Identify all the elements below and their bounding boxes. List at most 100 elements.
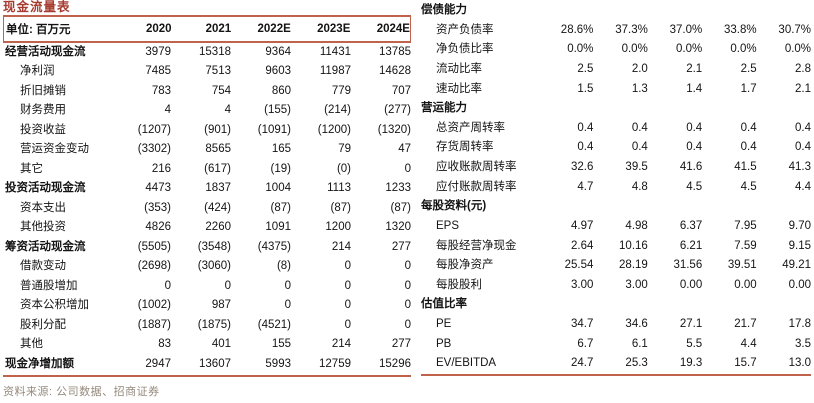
cell-value: 28.6% bbox=[560, 23, 594, 36]
cell-value: (3060) bbox=[197, 260, 231, 273]
table-row: 估值比率 bbox=[421, 295, 811, 315]
cell-value: 4.4 bbox=[740, 337, 757, 350]
cell-value: 15.7 bbox=[734, 357, 757, 370]
cell-value: 2260 bbox=[205, 221, 231, 234]
table-row: 现金净增加额 2947 13607 5993 12759 15296 bbox=[3, 355, 411, 374]
cell-value: 754 bbox=[211, 84, 231, 97]
cell-value: 0 bbox=[284, 299, 291, 312]
cell-value: 214 bbox=[331, 338, 351, 351]
cell-value: (424) bbox=[204, 201, 231, 214]
table-row: 净负债比率 0.0% 0.0% 0.0% 0.0% 0.0% bbox=[421, 40, 811, 60]
cell-value: 0.4 bbox=[686, 121, 703, 134]
cell-value: 4.98 bbox=[625, 219, 648, 232]
cell-value: 216 bbox=[151, 162, 171, 175]
cell-value: 779 bbox=[331, 84, 351, 97]
cell-value: 1004 bbox=[265, 182, 291, 195]
table-row: EPS 4.97 4.98 6.37 7.95 9.70 bbox=[421, 217, 811, 237]
table-row: 财务费用 4 4 (155) (214) (277) bbox=[3, 101, 411, 120]
table-row: 应付账款周转率 4.7 4.8 4.5 4.5 4.4 bbox=[421, 178, 811, 198]
row-label: 投资活动现金流 bbox=[5, 182, 86, 195]
year-column-header: 2023E bbox=[317, 23, 351, 35]
row-label: 流动比率 bbox=[436, 62, 482, 75]
cell-value bbox=[757, 99, 811, 119]
row-label: 每股股利 bbox=[436, 278, 482, 291]
table-row: 流动比率 2.5 2.0 2.1 2.5 2.8 bbox=[421, 60, 811, 80]
cell-value: 7.95 bbox=[734, 219, 757, 232]
year-column-header: 2022E bbox=[257, 23, 291, 35]
cell-value: 2.0 bbox=[631, 62, 648, 75]
table-row: 资本公积增加 (1002) 987 0 0 0 bbox=[3, 296, 411, 315]
row-label: 速动比率 bbox=[436, 82, 482, 95]
row-label: 资本支出 bbox=[20, 201, 66, 214]
cell-value: 1.5 bbox=[577, 82, 594, 95]
cell-value: 0.4 bbox=[577, 141, 594, 154]
cell-value: 34.6 bbox=[625, 318, 648, 330]
cell-value: (1091) bbox=[257, 123, 291, 136]
cell-value: 155 bbox=[271, 338, 291, 351]
cell-value bbox=[593, 197, 647, 217]
cell-value: 9.70 bbox=[788, 219, 812, 232]
cell-value: 37.3% bbox=[615, 23, 648, 36]
cell-value: 10.16 bbox=[619, 239, 648, 252]
cell-value: 987 bbox=[211, 299, 231, 312]
cell-value: 34.7 bbox=[571, 318, 594, 330]
cell-value: 4826 bbox=[145, 221, 171, 234]
cell-value: 28.19 bbox=[619, 259, 648, 272]
cell-value: 24.7 bbox=[571, 357, 594, 370]
row-label: 净利润 bbox=[20, 65, 55, 78]
cell-value: 9364 bbox=[265, 46, 291, 58]
cell-value: (4521) bbox=[257, 318, 291, 331]
cell-value: 707 bbox=[391, 84, 411, 97]
cell-value bbox=[593, 1, 647, 21]
cell-value: 15318 bbox=[199, 46, 231, 58]
cell-value: (214) bbox=[324, 104, 351, 117]
table-row: 营运资金变动 (3302) 8565 165 79 47 bbox=[3, 140, 411, 159]
cell-value: 0 bbox=[404, 279, 411, 292]
cell-value: 3.00 bbox=[625, 278, 648, 291]
row-label: 其他 bbox=[20, 338, 43, 351]
cell-value: 6.7 bbox=[577, 337, 594, 350]
cell-value: 0 bbox=[344, 260, 351, 273]
cell-value bbox=[539, 295, 593, 315]
table-row: 每股股利 3.00 3.00 0.00 0.00 0.00 bbox=[421, 276, 811, 296]
cell-value: 4 bbox=[224, 104, 231, 117]
cell-value: 277 bbox=[391, 338, 411, 351]
table-row: 筹资活动现金流 (5505) (3548) (4375) 214 277 bbox=[3, 238, 411, 257]
cell-value: 2.5 bbox=[740, 62, 757, 75]
cell-value: 0 bbox=[344, 299, 351, 312]
row-label: 资本公积增加 bbox=[20, 299, 89, 312]
cell-value: 0.0% bbox=[567, 43, 594, 56]
ratios-bottom-rule bbox=[421, 373, 811, 376]
row-label: EPS bbox=[436, 219, 460, 232]
cell-value: 0.00 bbox=[734, 278, 757, 291]
cell-value: (155) bbox=[264, 104, 291, 117]
cell-value: (8) bbox=[276, 260, 291, 273]
cell-value: 83 bbox=[158, 338, 171, 351]
cell-value: 0 bbox=[224, 279, 231, 292]
cell-value bbox=[757, 1, 811, 21]
table-row: 其他投资 4826 2260 1091 1200 1320 bbox=[3, 218, 411, 237]
table-row: 应收账款周转率 32.6 39.5 41.6 41.5 41.3 bbox=[421, 158, 811, 178]
cell-value: 32.6 bbox=[571, 161, 594, 173]
table-row: PE 34.7 34.6 27.1 21.7 17.8 bbox=[421, 315, 811, 335]
row-label: 存货周转率 bbox=[436, 141, 494, 154]
cell-value: (2698) bbox=[137, 260, 171, 273]
cell-value: (19) bbox=[270, 162, 291, 175]
cell-value: 1837 bbox=[205, 182, 231, 195]
cashflow-table-title: 现金流量表 bbox=[3, 0, 71, 14]
cell-value bbox=[539, 99, 593, 119]
cell-value: 27.1 bbox=[679, 318, 703, 330]
cell-value: 1320 bbox=[385, 221, 411, 234]
cell-value: 0 bbox=[404, 318, 411, 331]
cell-value: 2.5 bbox=[577, 62, 594, 75]
year-column-header: 2020 bbox=[146, 23, 172, 35]
cell-value: 0 bbox=[284, 279, 291, 292]
cell-value: (3302) bbox=[137, 143, 171, 156]
cashflow-header-row: 单位: 百万元 2020 2021 2022E 2023E 2024E bbox=[3, 15, 411, 43]
cell-value: 3.5 bbox=[795, 337, 812, 350]
cell-value: 0.4 bbox=[740, 141, 757, 154]
cell-value: (1207) bbox=[137, 123, 171, 136]
row-label: 偿债能力 bbox=[421, 4, 467, 16]
cell-value: 11987 bbox=[319, 65, 351, 78]
table-row: EV/EBITDA 24.7 25.3 19.3 15.7 13.0 bbox=[421, 354, 811, 374]
